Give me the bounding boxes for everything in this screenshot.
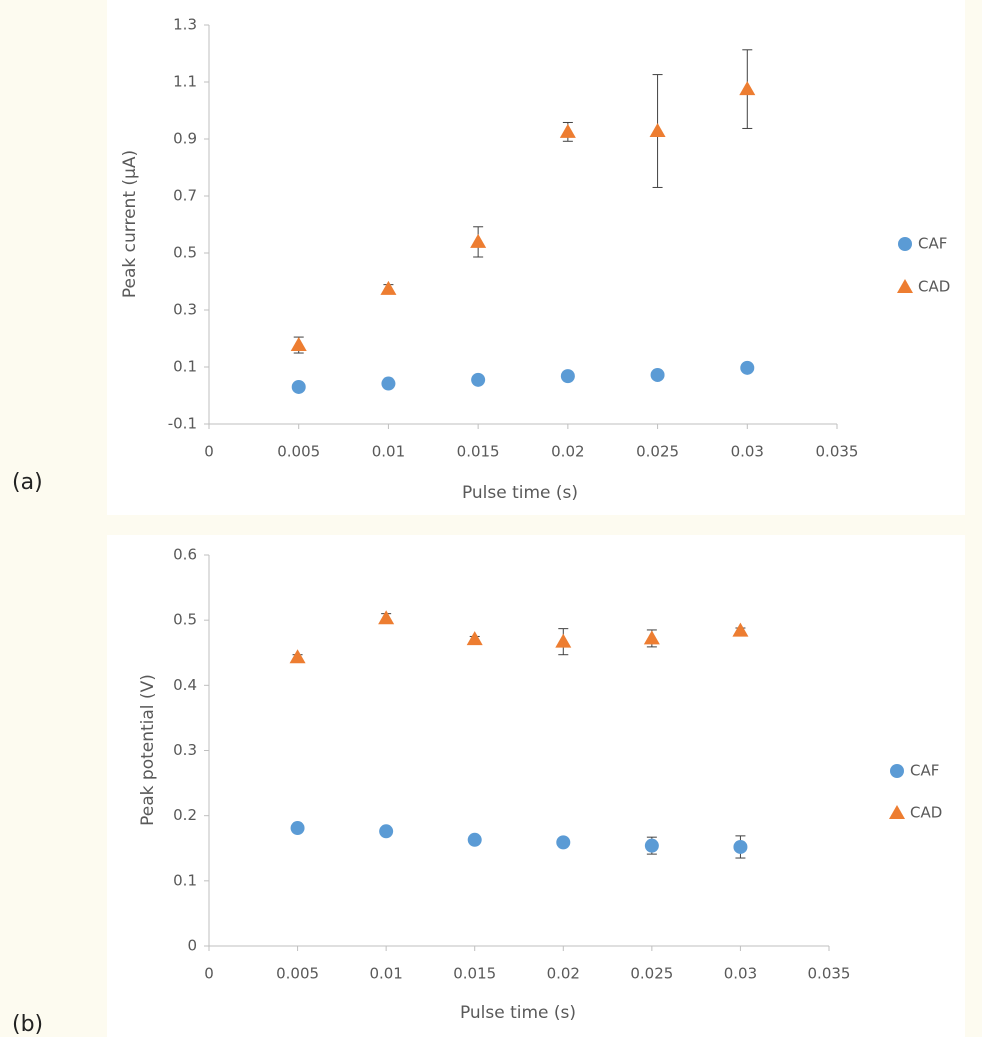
- x-tick-label: 0.035: [816, 443, 859, 461]
- x-tick-label: 0.005: [276, 965, 319, 983]
- marker-triangle: [380, 280, 397, 295]
- y-tick-label: 0.2: [173, 806, 197, 824]
- legend-label: CAD: [910, 804, 942, 822]
- y-tick-label: 0.4: [173, 676, 197, 694]
- y-tick-label: 0.6: [173, 546, 197, 564]
- x-tick-label: 0.03: [731, 443, 764, 461]
- panel-a-background: [107, 0, 965, 515]
- y-tick-label: 0.1: [173, 358, 197, 376]
- y-tick-label: 0.3: [173, 741, 197, 759]
- marker-circle: [381, 376, 396, 391]
- marker-circle: [291, 379, 306, 394]
- y-tick-label: 0.1: [173, 871, 197, 889]
- x-axis-title: Pulse time (s): [462, 483, 578, 503]
- x-tick-label: 0.005: [277, 443, 320, 461]
- marker-circle: [290, 821, 305, 836]
- marker-circle: [471, 372, 486, 387]
- marker-circle: [650, 367, 665, 382]
- panel-label: (b): [12, 1012, 43, 1037]
- marker-triangle: [643, 630, 660, 645]
- marker-circle: [644, 838, 659, 853]
- marker-circle: [467, 832, 482, 847]
- y-tick-label: 0.5: [173, 244, 197, 262]
- legend-marker: [889, 805, 905, 819]
- x-tick-label: 0: [204, 965, 214, 983]
- marker-triangle: [466, 631, 483, 646]
- marker-triangle: [289, 649, 306, 664]
- y-tick-label: 0.9: [173, 130, 197, 148]
- marker-circle: [740, 360, 755, 375]
- marker-triangle: [559, 123, 576, 138]
- y-axis-title: Peak potential (V): [138, 674, 158, 826]
- marker-circle: [733, 839, 748, 854]
- marker-circle: [560, 369, 575, 384]
- y-tick-label: -0.1: [168, 415, 197, 433]
- y-tick-label: 0: [187, 937, 197, 955]
- x-tick-label: 0.015: [457, 443, 500, 461]
- y-tick-label: 0.5: [173, 611, 197, 629]
- x-tick-label: 0.035: [808, 965, 851, 983]
- marker-triangle: [290, 337, 307, 352]
- x-tick-label: 0.01: [369, 965, 402, 983]
- x-tick-label: 0.02: [551, 443, 584, 461]
- y-tick-label: 1.1: [173, 73, 197, 91]
- x-tick-label: 0: [204, 443, 214, 461]
- marker-triangle: [378, 610, 395, 625]
- x-axis-title: Pulse time (s): [460, 1003, 576, 1023]
- x-tick-label: 0.02: [547, 965, 580, 983]
- y-tick-label: 0.3: [173, 301, 197, 319]
- marker-triangle: [555, 633, 572, 648]
- legend-marker: [890, 764, 904, 778]
- legend-label: CAF: [918, 235, 947, 253]
- marker-triangle: [649, 123, 666, 138]
- legend-label: CAD: [918, 278, 950, 296]
- x-tick-label: 0.03: [724, 965, 757, 983]
- legend-marker: [898, 237, 912, 251]
- panel-label: (a): [12, 470, 43, 495]
- panel-b-background: [107, 535, 965, 1037]
- x-tick-label: 0.025: [636, 443, 679, 461]
- marker-triangle: [732, 622, 749, 637]
- y-axis-title: Peak current (µA): [120, 150, 140, 298]
- legend-marker: [897, 279, 913, 293]
- marker-circle: [379, 824, 394, 839]
- y-tick-label: 1.3: [173, 16, 197, 34]
- x-tick-label: 0.01: [372, 443, 405, 461]
- marker-triangle: [470, 233, 487, 248]
- marker-circle: [556, 835, 571, 850]
- y-tick-label: 0.7: [173, 187, 197, 205]
- marker-triangle: [739, 81, 756, 96]
- x-tick-label: 0.015: [453, 965, 496, 983]
- legend-label: CAF: [910, 762, 939, 780]
- x-tick-label: 0.025: [630, 965, 673, 983]
